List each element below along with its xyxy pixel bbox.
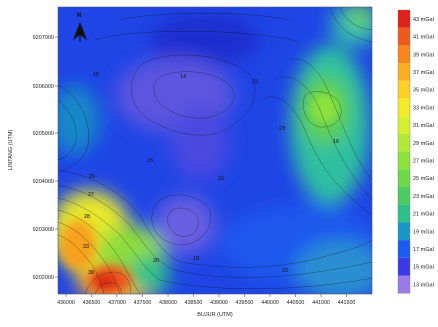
x-tick-label: 441500 [338, 300, 356, 306]
legend-swatch [398, 169, 410, 187]
legend-label: 29 mGal [413, 141, 434, 147]
contour-label: 28 [84, 214, 90, 220]
legend-swatch [398, 63, 410, 81]
legend-label: 17 mGal [413, 247, 434, 253]
y-axis: 9207000 9206000 9205000 9204000 9203000 … [8, 35, 58, 281]
x-tick-label: 439500 [236, 300, 254, 306]
x-tick-label: 439000 [210, 300, 228, 306]
legend-swatch [398, 187, 410, 205]
legend-label: 25 mGal [413, 176, 434, 182]
north-arrow-icon: N [73, 13, 87, 42]
legend-label: 43 mGal [413, 17, 434, 23]
legend-label: 39 mGal [413, 52, 434, 58]
legend-label: 27 mGal [413, 158, 434, 164]
legend: 43 mGal 41 mGal 39 mGal 37 mGal 35 mGal 33 mG… [397, 9, 434, 294]
north-label: N [77, 13, 81, 19]
y-tick-label: 9202000 [33, 275, 54, 281]
x-axis-label: BUJUR (UTM) [197, 312, 233, 318]
y-tick-label: 9203000 [33, 227, 54, 233]
x-tick-label: 437000 [108, 300, 126, 306]
x-tick-label: 438000 [159, 300, 177, 306]
legend-label: 19 mGal [413, 229, 434, 235]
legend-label: 37 mGal [413, 70, 434, 76]
legend-label: 23 mGal [413, 194, 434, 200]
legend-label: 15 mGal [413, 265, 434, 271]
map-plot-area: 15 14 15 15 15 23 16 23 27 28 33 38 20 1… [57, 6, 373, 295]
x-tick-label: 440000 [261, 300, 279, 306]
contour-label: 23 [282, 268, 288, 274]
x-tick-label: 441000 [312, 300, 330, 306]
legend-swatch [398, 151, 410, 170]
legend-swatch [398, 10, 410, 28]
legend-swatch [398, 222, 410, 241]
contour-label: 14 [180, 74, 186, 80]
contour-label: 15 [218, 176, 224, 182]
x-tick-label: 440500 [287, 300, 305, 306]
contour-label: 27 [88, 192, 94, 198]
x-tick-label: 436500 [83, 300, 101, 306]
x-tick-label: 436000 [57, 300, 75, 306]
contour-label: 15 [252, 79, 258, 85]
legend-swatch [398, 204, 410, 223]
y-tick-label: 9207000 [33, 35, 54, 41]
y-tick-label: 9204000 [33, 179, 54, 185]
legend-label: 13 mGal [413, 282, 434, 288]
legend-label: 35 mGal [413, 88, 434, 94]
legend-swatch [398, 275, 410, 294]
contour-label: 15 [147, 158, 153, 164]
legend-label: 41 mGal [413, 35, 434, 41]
legend-border [397, 9, 411, 294]
legend-swatch [398, 98, 410, 117]
legend-label: 21 mGal [413, 212, 434, 218]
legend-label: 31 mGal [413, 123, 434, 129]
contour-label: 16 [333, 139, 339, 145]
x-tick-label: 437500 [134, 300, 152, 306]
contour-label: 18 [193, 256, 199, 262]
legend-swatch [398, 27, 410, 46]
y-tick-label: 9205000 [33, 131, 54, 137]
contour-label: 15 [93, 72, 99, 78]
legend-swatch [398, 80, 410, 99]
contour-label: 33 [83, 244, 89, 250]
contour-label: 23 [279, 126, 285, 132]
legend-swatch [398, 257, 410, 276]
x-axis: 436000 436500 437000 437500 438000 43850… [57, 294, 355, 318]
contour-label: 20 [153, 258, 159, 264]
y-axis-label: LINTANG (UTM) [8, 130, 14, 171]
legend-swatch [398, 116, 410, 134]
y-tick-label: 9206000 [33, 84, 54, 90]
legend-label: 33 mGal [413, 105, 434, 111]
x-tick-label: 438500 [185, 300, 203, 306]
legend-swatch [398, 133, 410, 152]
contour-label: 38 [88, 270, 94, 276]
legend-swatch [398, 240, 410, 258]
legend-swatch [398, 45, 410, 64]
contour-label: 23 [89, 174, 95, 180]
